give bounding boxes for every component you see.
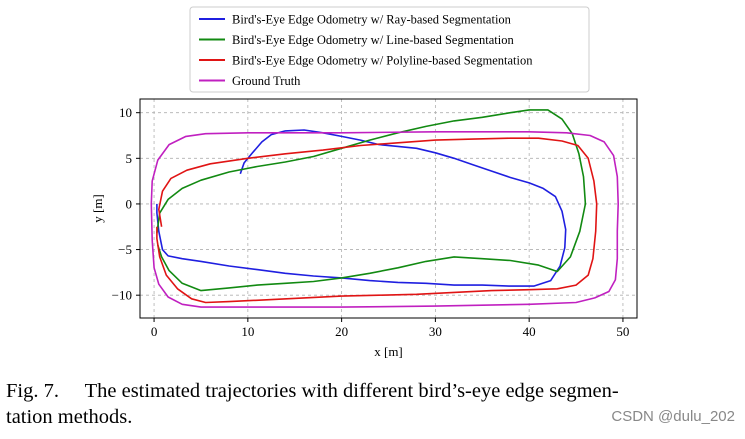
caption-line-1: Fig. 7. The estimated trajectories with … — [6, 380, 619, 402]
series-line-1 — [156, 129, 567, 287]
legend-label-3: Bird's-Eye Edge Odometry w/ Polyline-bas… — [232, 54, 533, 68]
x-axis-label: x [m] — [374, 344, 403, 359]
watermark: CSDN @dulu_202 — [611, 408, 735, 425]
trajectory-chart: Bird's-Eye Edge Odometry w/ Ray-based Se… — [90, 6, 638, 359]
x-tick-label: 20 — [335, 324, 348, 339]
legend: Bird's-Eye Edge Odometry w/ Ray-based Se… — [189, 6, 590, 93]
series-line-2 — [156, 109, 587, 292]
figure-caption: Fig. 7. The estimated trajectories with … — [6, 378, 736, 430]
legend-label-4: Ground Truth — [232, 74, 301, 88]
y-tick-label: −5 — [118, 242, 132, 257]
plot-frame — [139, 98, 638, 319]
y-tick-label: 5 — [126, 151, 133, 166]
legend-label-1: Bird's-Eye Edge Odometry w/ Ray-based Se… — [232, 13, 512, 27]
x-tick-label: 40 — [523, 324, 536, 339]
y-tick-label: −10 — [112, 288, 132, 303]
x-tick-label: 10 — [241, 324, 254, 339]
series-line-4 — [150, 131, 619, 308]
legend-label-2: Bird's-Eye Edge Odometry w/ Line-based S… — [232, 33, 514, 47]
x-tick-label: 30 — [429, 324, 442, 339]
plot-lines — [150, 109, 619, 308]
y-tick-label: 0 — [126, 196, 133, 211]
x-tick-label: 0 — [151, 324, 158, 339]
axis-ticks: 0 10 20 30 40 50 −10 −5 0 5 10 — [112, 105, 630, 339]
series-line-3 — [156, 137, 598, 304]
x-tick-label: 50 — [616, 324, 629, 339]
caption-line-2: tation methods. — [6, 406, 133, 428]
y-tick-label: 10 — [119, 105, 132, 120]
legend-box — [189, 6, 590, 93]
y-axis-label: y [m] — [90, 194, 105, 223]
